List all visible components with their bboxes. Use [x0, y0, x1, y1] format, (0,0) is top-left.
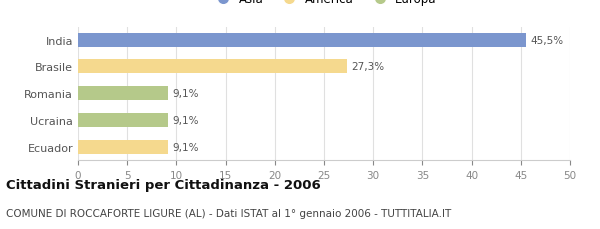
Text: 45,5%: 45,5% [530, 35, 564, 45]
Text: 9,1%: 9,1% [172, 142, 199, 152]
Text: Cittadini Stranieri per Cittadinanza - 2006: Cittadini Stranieri per Cittadinanza - 2… [6, 179, 321, 192]
Bar [78, 140, 167, 154]
Bar [78, 114, 167, 128]
Bar [78, 60, 347, 74]
Bar [78, 33, 526, 47]
Text: 9,1%: 9,1% [172, 116, 199, 125]
Text: COMUNE DI ROCCAFORTE LIGURE (AL) - Dati ISTAT al 1° gennaio 2006 - TUTTITALIA.IT: COMUNE DI ROCCAFORTE LIGURE (AL) - Dati … [6, 208, 451, 218]
Text: 27,3%: 27,3% [352, 62, 385, 72]
Text: 9,1%: 9,1% [172, 89, 199, 99]
Legend: Asia, America, Europa: Asia, America, Europa [207, 0, 441, 11]
Bar [78, 87, 167, 101]
